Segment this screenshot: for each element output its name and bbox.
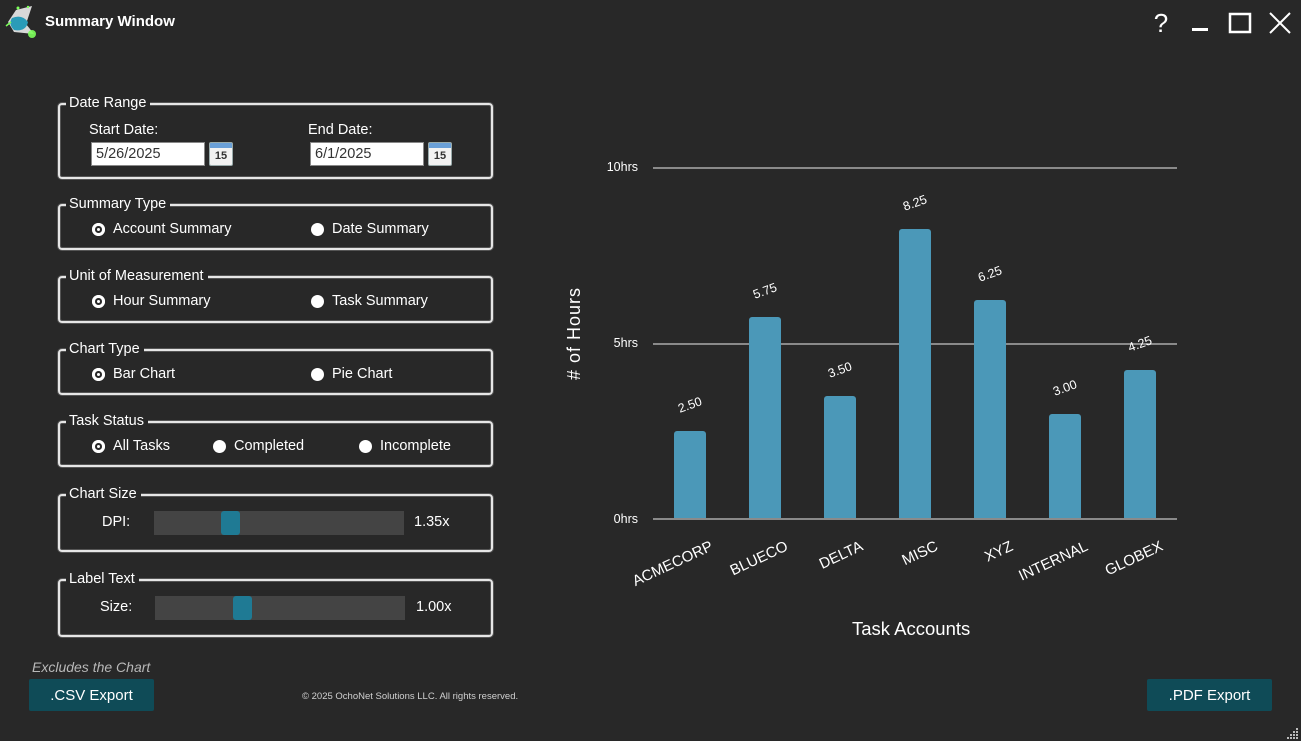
minimize-icon — [1192, 28, 1208, 31]
radio-label: Date Summary — [332, 221, 429, 237]
radio-checked-icon — [92, 222, 105, 236]
chart-size-legend: Chart Size — [66, 486, 141, 502]
chart-size-group: Chart Size DPI: 1.35x — [58, 486, 493, 552]
radio-unchecked-icon — [359, 439, 372, 453]
unit-of-measurement-legend: Unit of Measurement — [66, 268, 208, 284]
bar-value-label: 5.75 — [751, 280, 779, 302]
label-size-slider[interactable] — [155, 596, 405, 620]
radio-unchecked-icon — [311, 294, 324, 308]
y-tick-5: 5hrs — [613, 336, 638, 350]
chart-type-legend: Chart Type — [66, 341, 144, 357]
radio-label: Account Summary — [113, 221, 232, 237]
radio-checked-icon — [92, 294, 105, 308]
y-tick-10: 10hrs — [606, 160, 638, 174]
close-icon — [1269, 12, 1291, 34]
maximize-icon — [1228, 12, 1252, 34]
x-axis-line — [653, 518, 1177, 520]
bar-value-label: 3.50 — [826, 359, 854, 381]
radio-checked-icon — [92, 439, 105, 453]
pie-chart-radio[interactable]: Pie Chart — [311, 366, 392, 382]
start-date-input[interactable] — [91, 142, 205, 166]
radio-unchecked-icon — [311, 222, 324, 236]
start-date-label: Start Date: — [89, 122, 159, 138]
help-button[interactable]: ? — [1144, 6, 1178, 40]
y-axis-label: # of Hours — [564, 286, 584, 380]
radio-label: Bar Chart — [113, 366, 176, 382]
bar-blueco — [749, 317, 781, 519]
copyright-text: © 2025 OchoNet Solutions LLC. All rights… — [302, 691, 519, 702]
pdf-export-button[interactable]: .PDF Export — [1147, 679, 1272, 711]
bar-internal — [1049, 413, 1081, 519]
task-status-legend: Task Status — [66, 413, 148, 429]
calendar-icon: 15 — [214, 150, 228, 162]
radio-label: All Tasks — [113, 438, 170, 454]
x-axis-label: Task Accounts — [852, 618, 971, 639]
radio-checked-icon — [92, 367, 105, 381]
bar-globex — [1124, 369, 1156, 519]
window-title: Summary Window — [45, 13, 175, 30]
bar-chart: # of Hours 10hrs 5hrs 2.50 5.75 3.50 8.25 6.… — [560, 140, 1240, 650]
chart-type-group: Chart Type Bar Chart Pie Chart — [58, 341, 493, 395]
minimize-button[interactable] — [1183, 6, 1217, 40]
dpi-label: DPI: — [102, 514, 131, 530]
bar-delta — [824, 396, 856, 519]
csv-export-button[interactable]: .CSV Export — [29, 679, 154, 711]
radio-label: Hour Summary — [113, 293, 211, 309]
label-size-slider-thumb[interactable] — [233, 596, 252, 620]
gridline-10 — [653, 167, 1177, 169]
bar-value-label: 4.25 — [1126, 333, 1154, 355]
radio-label: Completed — [234, 438, 305, 454]
all-tasks-radio[interactable]: All Tasks — [92, 438, 170, 454]
dpi-slider-thumb[interactable] — [221, 511, 240, 535]
bar-chart-radio[interactable]: Bar Chart — [92, 366, 175, 382]
radio-unchecked-icon — [311, 367, 324, 381]
end-date-calendar-button[interactable]: 15 — [428, 142, 452, 166]
label-text-legend: Label Text — [66, 571, 139, 587]
bar-acmecorp — [674, 431, 706, 519]
end-date-label: End Date: — [308, 122, 373, 138]
date-summary-radio[interactable]: Date Summary — [311, 221, 429, 237]
bar-misc — [899, 229, 931, 519]
dpi-value: 1.35x — [414, 514, 450, 530]
bar-value-label: 8.25 — [901, 192, 929, 215]
bar-value-label: 3.00 — [1051, 376, 1079, 399]
end-date-input[interactable] — [310, 142, 424, 166]
radio-label: Incomplete — [380, 438, 451, 454]
label-size-label: Size: — [100, 599, 133, 615]
account-summary-radio[interactable]: Account Summary — [92, 221, 231, 237]
y-tick-0: 0hrs — [613, 512, 638, 526]
unit-of-measurement-group: Unit of Measurement Hour Summary Task Su… — [58, 268, 493, 323]
app-logo-icon — [5, 5, 36, 38]
label-size-value: 1.00x — [416, 599, 452, 615]
task-status-group: Task Status All Tasks Completed Incomple… — [58, 413, 493, 467]
completed-radio[interactable]: Completed — [213, 438, 304, 454]
help-icon: ? — [1153, 7, 1169, 38]
close-button[interactable] — [1263, 6, 1297, 40]
summary-type-legend: Summary Type — [66, 196, 171, 212]
radio-label: Pie Chart — [332, 366, 393, 382]
label-text-group: Label Text Size: 1.00x — [58, 571, 493, 637]
incomplete-radio[interactable]: Incomplete — [359, 438, 451, 454]
resize-grip-icon[interactable] — [1287, 727, 1299, 739]
title-bar: Summary Window ? — [0, 0, 1301, 45]
bar-xyz — [974, 299, 1006, 519]
task-summary-radio[interactable]: Task Summary — [311, 293, 428, 309]
dpi-slider[interactable] — [154, 511, 404, 535]
start-date-calendar-button[interactable]: 15 — [209, 142, 233, 166]
csv-note: Excludes the Chart — [32, 659, 151, 675]
summary-type-group: Summary Type Account Summary Date Summar… — [58, 196, 493, 250]
date-range-group: Date Range Start Date: 15 End Date: 15 — [58, 95, 493, 179]
maximize-button[interactable] — [1223, 6, 1257, 40]
bar-value-label: 2.50 — [676, 394, 704, 416]
bar-value-label: 6.25 — [976, 262, 1004, 285]
calendar-icon: 15 — [433, 150, 447, 162]
radio-label: Task Summary — [332, 293, 428, 309]
date-range-legend: Date Range — [66, 95, 151, 111]
hour-summary-radio[interactable]: Hour Summary — [92, 293, 211, 309]
radio-unchecked-icon — [213, 439, 226, 453]
